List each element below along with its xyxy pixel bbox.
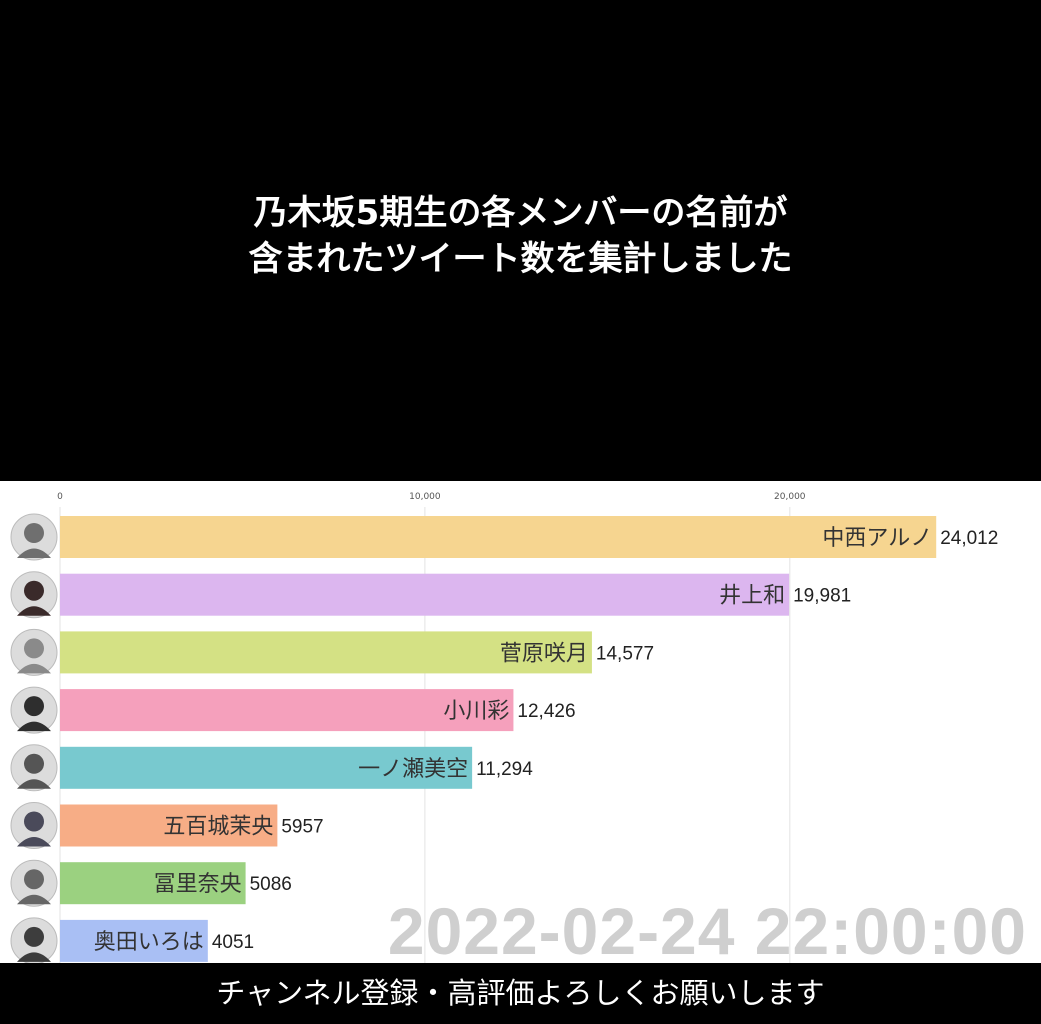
avatar-head	[24, 926, 44, 947]
avatar-body	[17, 548, 51, 558]
bar-category-label: 井上和	[719, 584, 785, 609]
avatar-body	[17, 894, 51, 905]
bar-value-label: 19,981	[793, 586, 851, 607]
avatar-head	[24, 638, 44, 659]
x-tick-label: 10,000	[409, 492, 441, 502]
bar-value-label: 5086	[250, 874, 292, 895]
avatar-body	[17, 952, 51, 962]
headline-line-2: 含まれたツイート数を集計しました	[248, 239, 793, 279]
x-tick-label: 20,000	[774, 492, 806, 502]
bar-value-label: 14,577	[596, 643, 654, 664]
avatar-head	[24, 753, 44, 774]
bar	[60, 746, 473, 789]
bar-value-label: 12,426	[517, 701, 575, 722]
bar-category-label: 五百城茉央	[163, 815, 273, 840]
avatar-head	[24, 869, 44, 890]
headline-line-1: 乃木坂5期生の各メンバーの名前が	[253, 193, 788, 233]
bar	[60, 573, 790, 616]
avatar-body	[17, 663, 51, 674]
bar	[60, 804, 278, 847]
avatar-body	[17, 779, 51, 789]
timestamp: 2022-02-24 22:00:00	[387, 894, 1027, 968]
avatar-head	[24, 811, 44, 832]
bar	[60, 516, 937, 558]
avatar-head	[24, 696, 44, 717]
footer-caption: チャンネル登録・高評価よろしくお願いします	[0, 963, 1041, 1024]
avatar-head	[24, 580, 44, 601]
headline: 乃木坂5期生の各メンバーの名前が 含まれたツイート数を集計しました	[0, 190, 1041, 282]
bar-category-label: 一ノ瀬美空	[358, 757, 468, 782]
bar-category-label: 菅原咲月	[500, 641, 588, 666]
chart-svg: 0 10,000 20,000 中西アルノ 24,012 井上和 19,981 菅原咲月 14,…	[10, 492, 998, 963]
bar	[60, 862, 246, 905]
bar	[60, 689, 514, 732]
avatar-head	[24, 523, 44, 543]
bar-value-label: 4051	[212, 932, 254, 953]
avatar-body	[17, 721, 51, 732]
bar-category-label: 小川彩	[443, 699, 509, 724]
avatar-body	[17, 837, 51, 847]
bar-category-label: 中西アルノ	[822, 526, 932, 551]
bar-chart-race: 0 10,000 20,000 中西アルノ 24,012 井上和 19,981 菅原咲月 14,…	[0, 481, 1041, 968]
bar-category-label: 奥田いろは	[94, 930, 204, 955]
bar-value-label: 11,294	[476, 759, 533, 780]
bar-value-label: 5957	[281, 817, 323, 838]
bar-category-label: 冨里奈央	[154, 872, 242, 897]
bar	[60, 919, 208, 962]
bar	[60, 631, 592, 674]
x-tick-label: 0	[57, 492, 63, 502]
bar-value-label: 24,012	[940, 528, 998, 549]
avatar-body	[17, 606, 51, 616]
